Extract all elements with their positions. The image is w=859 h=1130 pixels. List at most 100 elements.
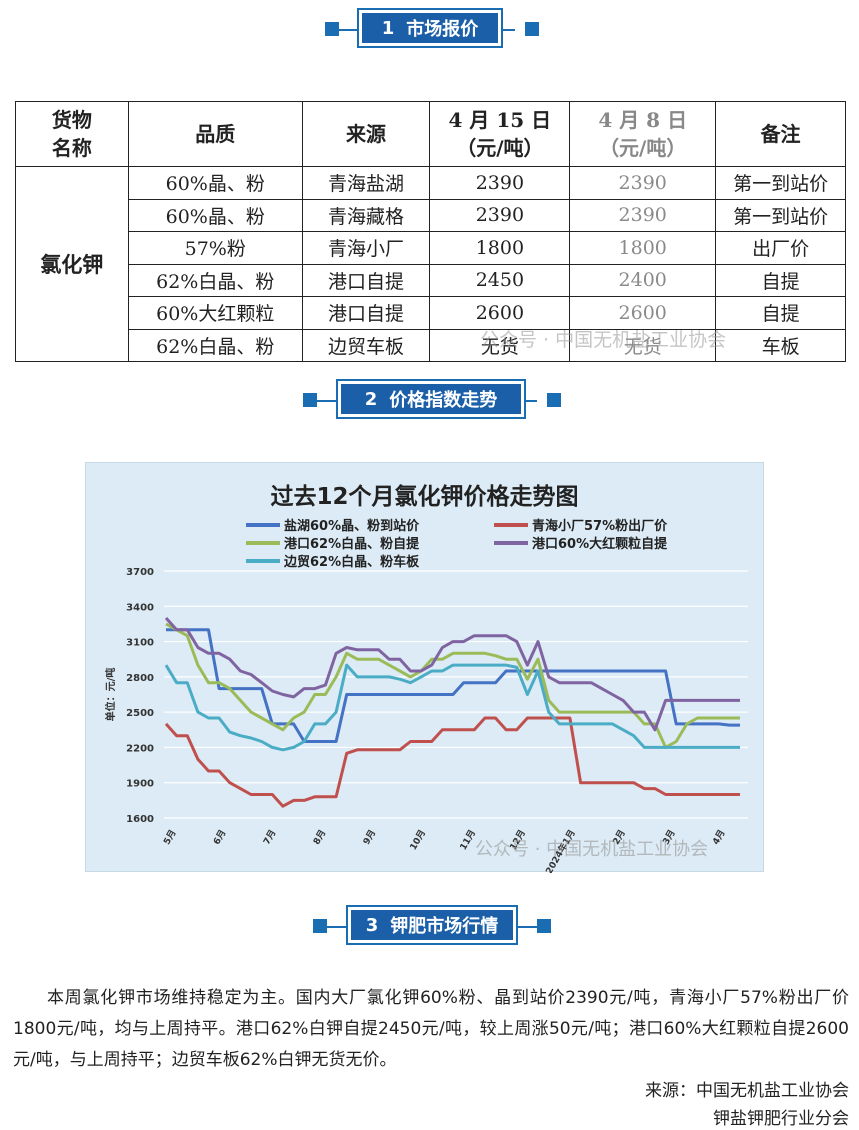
table-row: 氯化钾 60%晶、粉 青海盐湖 2390 2390 第一到站价 <box>15 166 846 362</box>
previous-price-cell: 1800 <box>569 231 717 265</box>
table-row: 62%白晶、粉 港口自提 2450 2400 自提 <box>16 263 846 297</box>
table-row: 62%白晶、粉 边贸车板 无货 无货 车板 <box>16 328 846 362</box>
x-tick-label: 10月 <box>408 828 428 852</box>
source-line-2: 钾盐钾肥行业分会 <box>713 1109 849 1129</box>
header-previous-price: 4 月 8 日（元/吨） <box>569 101 717 167</box>
legend-item: 港口62%白晶、粉自提 <box>246 533 419 552</box>
y-tick-label: 3400 <box>126 602 154 613</box>
section-title: 价格指数走势 <box>389 390 498 411</box>
quality-cell: 60%晶、粉 <box>127 198 303 232</box>
section-title-box: 2 价格指数走势 <box>336 379 526 419</box>
quality-cell: 60%晶、粉 <box>127 166 303 200</box>
source-cell: 青海小厂 <box>301 231 431 265</box>
x-tick-label: 8月 <box>311 828 328 847</box>
decor-square-left <box>303 393 317 407</box>
y-tick-label: 1900 <box>126 779 154 790</box>
series-line <box>166 628 740 743</box>
y-tick-label: 3700 <box>126 567 154 578</box>
decor-square-right <box>547 393 561 407</box>
y-tick-label: 1600 <box>126 814 154 825</box>
section-number: 2 <box>364 388 378 410</box>
remark-cell: 第一到站价 <box>715 198 846 232</box>
legend-item: 边贸62%白晶、粉车板 <box>246 551 419 570</box>
previous-price-cell: 2600 <box>569 296 717 330</box>
remark-cell: 自提 <box>715 263 846 297</box>
table-row: 60%晶、粉 青海藏格 2390 2390 第一到站价 <box>16 198 846 232</box>
legend-swatch <box>494 540 528 545</box>
source-line-1: 来源：中国无机盐工业协会 <box>645 1081 849 1101</box>
y-tick-label: 3100 <box>126 638 154 649</box>
y-tick-label: 2200 <box>126 743 154 754</box>
y-tick-label: 2800 <box>126 673 154 684</box>
market-paragraph: 本周氯化钾市场维持稳定为主。国内大厂氯化钾60%粉、晶到站价2390元/吨，青海… <box>13 988 849 1070</box>
price-trend-chart: 过去12个月氯化钾价格走势图 盐湖60%晶、粉到站价 青海小厂57%粉出厂价 港… <box>85 462 764 873</box>
section-title-box: 3 钾肥市场行情 <box>346 905 518 945</box>
source-cell: 青海藏格 <box>301 198 431 232</box>
section-header-3: 3 钾肥市场行情 <box>0 905 859 949</box>
quality-cell: 60%大红颗粒 <box>127 296 303 330</box>
table-row: 57%粉 青海小厂 1800 1800 出厂价 <box>16 231 846 265</box>
header-remark: 备注 <box>715 101 846 167</box>
header-current-price: 4 月 15 日（元/吨） <box>429 101 571 167</box>
source-cell: 港口自提 <box>301 296 431 330</box>
legend-swatch <box>246 558 280 563</box>
x-tick-label: 9月 <box>361 828 378 847</box>
quality-cell: 57%粉 <box>127 231 303 265</box>
remark-cell: 自提 <box>715 296 846 330</box>
y-axis-label: 单位：元/吨 <box>104 668 117 722</box>
current-price-cell: 2600 <box>429 296 571 330</box>
previous-price-cell: 2390 <box>569 166 717 200</box>
chart-watermark: 公众号 · 中国无机盐工业协会 <box>475 839 709 860</box>
decor-square-right <box>525 22 539 36</box>
price-table: 货物 名称 品质 来源 4 月 15 日（元/吨） 4 月 8 日（元/吨） 备注… <box>15 101 846 362</box>
section-title: 市场报价 <box>406 19 479 40</box>
chart-title: 过去12个月氯化钾价格走势图 <box>270 484 579 510</box>
section-header-1: 1 市场报价 <box>0 8 859 52</box>
legend-swatch <box>246 522 280 527</box>
remark-cell: 第一到站价 <box>715 166 846 200</box>
series-line <box>165 622 740 749</box>
y-tick-label: 2500 <box>126 708 154 719</box>
legend-item: 盐湖60%晶、粉到站价 <box>246 515 419 534</box>
source-cell: 青海盐湖 <box>301 166 431 200</box>
section-number: 3 <box>365 914 379 936</box>
current-price-cell: 2450 <box>429 263 571 297</box>
legend-swatch <box>246 540 280 545</box>
section-header-2: 2 价格指数走势 <box>0 379 859 423</box>
header-quality: 品质 <box>127 101 303 167</box>
legend-item: 港口60%大红颗粒自提 <box>494 533 667 552</box>
legend-swatch <box>494 522 528 527</box>
section-title: 钾肥市场行情 <box>390 916 499 937</box>
header-source: 来源 <box>301 101 431 167</box>
decor-square-left <box>325 22 339 36</box>
header-goods: 货物 名称 <box>15 101 129 167</box>
series-line <box>164 616 740 732</box>
goods-name-cell: 氯化钾 <box>15 166 129 362</box>
x-tick-label: 5月 <box>161 828 178 847</box>
x-tick-label: 7月 <box>261 828 278 847</box>
section-number: 1 <box>381 17 395 39</box>
x-tick-label: 4月 <box>710 828 727 847</box>
x-tick-label: 6月 <box>211 828 228 847</box>
source-cell: 边贸车板 <box>301 328 431 362</box>
table-row: 60%大红颗粒 港口自提 2600 2600 自提 <box>16 296 846 330</box>
decor-square-left <box>313 919 327 933</box>
quality-cell: 62%白晶、粉 <box>127 263 303 297</box>
previous-price-cell: 2390 <box>569 198 717 232</box>
current-price-cell: 2390 <box>429 166 571 200</box>
table-watermark: 公众号 · 中国无机盐工业协会 <box>480 329 727 351</box>
quality-cell: 62%白晶、粉 <box>127 328 303 362</box>
current-price-cell: 无货 <box>429 328 571 362</box>
table-header-row: 货物 名称 品质 来源 4 月 15 日（元/吨） 4 月 8 日（元/吨） 备注 <box>15 101 846 167</box>
legend-item: 青海小厂57%粉出厂价 <box>494 515 667 534</box>
remark-cell: 车板 <box>715 328 846 362</box>
decor-square-right <box>537 919 551 933</box>
series-line <box>164 663 740 752</box>
chart-plot: 1600 1900 2200 2500 2800 3100 3400 3700 单位：元/吨 5月… <box>104 567 748 873</box>
remark-cell: 出厂价 <box>715 231 846 265</box>
previous-price-cell: 无货 <box>569 328 717 362</box>
source-cell: 港口自提 <box>301 263 431 297</box>
current-price-cell: 1800 <box>429 231 571 265</box>
section-title-box: 1 市场报价 <box>357 8 503 48</box>
series-line <box>164 716 740 808</box>
